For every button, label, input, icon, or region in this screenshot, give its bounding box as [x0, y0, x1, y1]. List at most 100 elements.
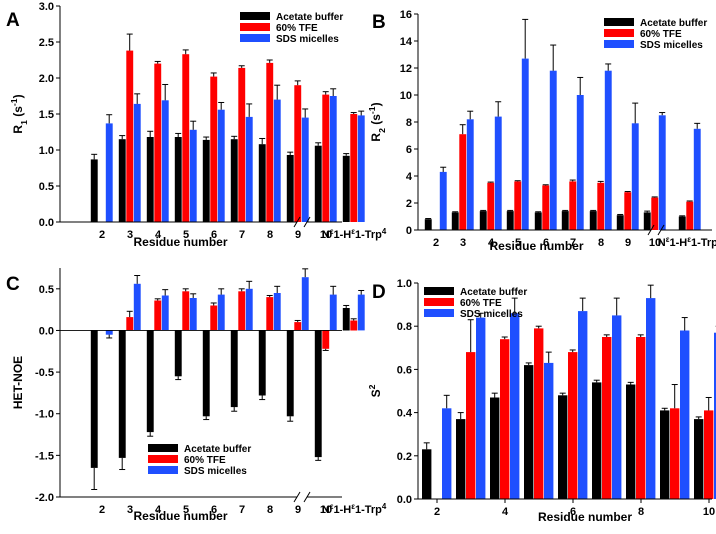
y-tick-label: 0.0 — [39, 217, 54, 229]
x-tick-label: 9 — [625, 237, 631, 249]
y-tick-label: 0.0 — [397, 494, 412, 506]
x-tick-label: 8 — [598, 237, 604, 249]
legend-swatch — [240, 23, 270, 31]
y-tick-label: 8 — [406, 117, 412, 129]
bar-sds-micelles-6 — [612, 315, 622, 499]
x-tick-label: 2 — [99, 229, 105, 241]
x-tick-label: 3 — [127, 229, 133, 241]
bar-sds-micelles-10 — [693, 128, 701, 231]
y-tick-label: 0.5 — [39, 284, 54, 296]
bar-60-tfe-2 — [466, 352, 476, 499]
bar-60-tfe-8 — [294, 85, 302, 222]
y-axis-label: R2 (s-1) — [367, 102, 387, 141]
x-axis-label: Residue number — [489, 239, 583, 253]
bar-sds-micelles-7 — [273, 99, 281, 222]
panel-label: B — [372, 12, 386, 33]
bar-acetate-buffer-5 — [558, 395, 568, 499]
bar-acetate-buffer-1 — [424, 219, 432, 230]
x-tick-label: 7 — [570, 237, 576, 249]
bar-sds-micelles-10 — [357, 294, 365, 331]
bar-60-tfe-5 — [542, 185, 550, 230]
legend-label: SDS micelles — [640, 40, 703, 51]
legend-swatch — [424, 287, 454, 295]
x-tick-label: 10 — [703, 506, 715, 518]
bar-acetate-buffer-8 — [286, 155, 294, 222]
y-tick-label: 6 — [406, 144, 412, 156]
y-tick-label: 0 — [406, 225, 412, 237]
bar-sds-micelles-1 — [442, 408, 452, 499]
bar-60-tfe-8 — [670, 408, 680, 499]
bar-acetate-buffer-10 — [678, 216, 686, 230]
bar-60-tfe-2 — [126, 317, 134, 331]
x-tick-label: 6 — [570, 506, 576, 518]
bar-acetate-buffer-6 — [230, 330, 238, 408]
bar-60-tfe-7 — [597, 182, 605, 231]
x-tick-label: 7 — [239, 229, 245, 241]
bar-60-tfe-3 — [487, 182, 495, 231]
bar-acetate-buffer-8 — [660, 410, 670, 499]
bar-acetate-buffer-4 — [524, 365, 534, 499]
y-tick-label: 1.0 — [39, 145, 54, 157]
y-axis-label: HET-NOE — [11, 356, 25, 409]
bar-sds-micelles-8 — [301, 117, 309, 222]
legend-label: Acetate buffer — [460, 287, 527, 298]
legend-label: 60% TFE — [276, 23, 318, 34]
bar-acetate-buffer-6 — [230, 139, 238, 222]
bar-sds-micelles-7 — [604, 70, 612, 230]
y-tick-label: 1.5 — [39, 109, 54, 121]
bar-acetate-buffer-5 — [202, 139, 210, 222]
x-tick-label: 10 — [320, 229, 332, 241]
bar-60-tfe-6 — [238, 291, 246, 331]
bar-sds-micelles-7 — [273, 293, 281, 331]
bar-60-tfe-8 — [624, 192, 632, 230]
bar-sds-micelles-2 — [133, 103, 141, 222]
bar-acetate-buffer-1 — [90, 330, 98, 468]
legend-label: Acetate buffer — [640, 18, 707, 29]
bar-60-tfe-9 — [704, 410, 714, 499]
panel-b: 02468101214162345678910Nε1-Hε1-Trp4Resid… — [367, 9, 716, 253]
legend-swatch — [240, 12, 270, 20]
bar-sds-micelles-3 — [510, 313, 520, 499]
bar-acetate-buffer-7 — [258, 144, 266, 222]
x-axis-label: Residue number — [133, 235, 227, 249]
bar-acetate-buffer-6 — [592, 382, 602, 499]
y-tick-label: 16 — [400, 9, 412, 21]
bar-sds-micelles-8 — [680, 330, 690, 499]
bar-sds-micelles-4 — [189, 298, 197, 331]
legend-swatch — [604, 18, 634, 26]
bar-60-tfe-5 — [210, 305, 218, 331]
legend-swatch — [604, 29, 634, 37]
bar-acetate-buffer-7 — [589, 211, 597, 230]
bar-sds-micelles-3 — [494, 116, 502, 230]
legend-label: SDS micelles — [460, 309, 523, 320]
panel-label: D — [372, 282, 386, 303]
x-tick-label: 4 — [502, 506, 509, 518]
y-tick-label: -1.5 — [35, 450, 54, 462]
x-tick-label: Nε1-Hε1-Trp4 — [322, 227, 387, 242]
y-tick-label: 0.0 — [39, 325, 54, 337]
bar-60-tfe-4 — [182, 291, 190, 331]
bar-acetate-buffer-4 — [174, 330, 182, 377]
x-tick-label: 3 — [127, 504, 133, 516]
bar-acetate-buffer-3 — [146, 330, 154, 433]
legend-swatch — [148, 444, 178, 452]
axis-break-mark — [303, 216, 311, 228]
y-axis-label: R1 (s-1) — [9, 94, 29, 133]
bar-acetate-buffer-4 — [174, 137, 182, 222]
x-tick-label: 10 — [649, 237, 661, 249]
x-tick-label: 6 — [543, 237, 549, 249]
x-tick-label: 8 — [267, 504, 273, 516]
axis-break-mark — [657, 224, 665, 236]
y-tick-label: -1.0 — [35, 409, 54, 421]
y-tick-label: 0.2 — [397, 451, 412, 463]
bar-sds-micelles-1 — [105, 330, 113, 335]
x-axis-label: Residue number — [133, 509, 227, 523]
bar-sds-micelles-4 — [521, 58, 529, 230]
bar-60-tfe-8 — [294, 322, 302, 331]
y-tick-label: 1.0 — [397, 278, 412, 290]
x-tick-label: 4 — [155, 229, 162, 241]
bar-acetate-buffer-5 — [534, 212, 542, 230]
bar-sds-micelles-5 — [217, 109, 225, 222]
bar-acetate-buffer-9 — [314, 145, 322, 222]
